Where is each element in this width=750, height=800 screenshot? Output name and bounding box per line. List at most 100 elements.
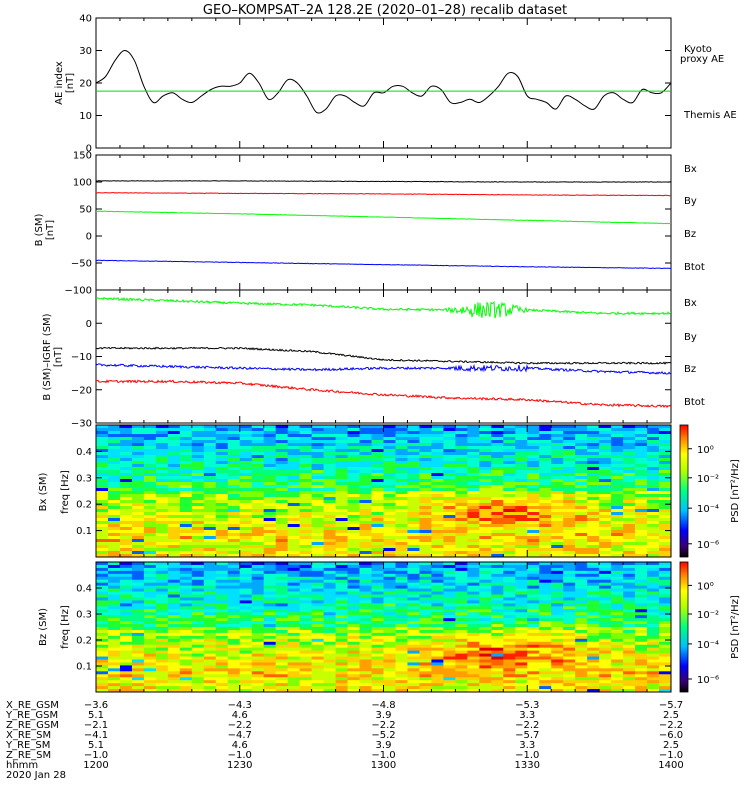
spectrogram-cell — [563, 452, 576, 456]
spectrogram-cell — [467, 485, 480, 489]
spectrogram-cell — [599, 653, 612, 657]
spectrogram-cell — [107, 512, 121, 516]
spectrogram-cell — [587, 500, 600, 504]
spectrogram-cell — [179, 564, 193, 569]
spectrogram-cell — [395, 659, 408, 663]
spectrogram-cell — [647, 591, 660, 595]
spectrogram-cell — [563, 479, 576, 483]
spectrogram-cell — [503, 494, 516, 498]
spectrogram-cell — [575, 603, 588, 607]
spectrogram-cell — [359, 641, 372, 646]
spectrogram-cell — [635, 458, 648, 462]
spectrogram-cell — [359, 443, 372, 447]
spectrogram-cell — [659, 683, 672, 687]
spectrogram-cell — [503, 521, 516, 525]
spectrogram-cell — [587, 668, 600, 672]
spectrogram-cell — [575, 635, 588, 640]
spectrogram-cell — [239, 461, 253, 465]
spectrogram-cell — [479, 524, 492, 528]
spectrogram-cell — [515, 638, 528, 643]
y-tick-label: 40 — [79, 14, 92, 25]
spectrogram-cell — [407, 662, 420, 666]
spectrogram-cell — [263, 644, 277, 649]
spectrogram-cell — [311, 443, 325, 447]
spectrogram-cell — [479, 603, 492, 607]
spectrogram-cell — [263, 656, 277, 660]
spectrogram-cell — [359, 515, 372, 519]
spectrogram-cell — [575, 467, 588, 471]
spectrogram-cell — [251, 533, 265, 537]
spectrogram-cell — [455, 551, 468, 555]
spectrogram-cell — [299, 594, 313, 598]
spectrogram-cell — [179, 629, 193, 634]
spectrogram-cell — [96, 629, 109, 634]
spectrogram-cell — [539, 641, 552, 646]
y-tick-label: 30 — [79, 46, 92, 57]
spectrogram-cell — [215, 440, 229, 444]
spectrogram-cell — [515, 437, 528, 441]
spectrogram-cell — [251, 431, 265, 435]
spectrogram-cell — [359, 536, 372, 540]
spectrogram-cell — [611, 458, 624, 462]
spectrogram-cell — [479, 515, 492, 519]
spectrogram-cell — [119, 629, 133, 634]
spectrogram-cell — [575, 650, 588, 654]
spectrogram-cell — [455, 521, 468, 525]
spectrogram-cell — [395, 542, 408, 546]
spectrogram-cell — [239, 668, 253, 672]
spectrogram-cell — [587, 597, 600, 601]
spectrogram-cell — [395, 582, 408, 587]
spectrogram-cell — [119, 612, 133, 616]
spectrogram-cell — [359, 503, 372, 507]
spectrogram-cell — [503, 536, 516, 540]
spectrogram-cell — [611, 618, 624, 622]
spectrogram-cell — [479, 449, 492, 453]
spectrogram-cell — [503, 585, 516, 589]
spectrogram-cell — [119, 506, 133, 510]
spectrogram-cell — [515, 503, 528, 507]
spectrogram-cell — [395, 464, 408, 468]
spectrogram-cell — [311, 635, 325, 640]
spectrogram-cell — [275, 509, 289, 513]
spectrogram-cell — [191, 497, 205, 501]
spectrogram-cell — [287, 464, 301, 468]
spectrogram-cell — [96, 674, 109, 678]
spectrogram-cell — [659, 431, 672, 435]
spectrogram-cell — [587, 624, 600, 628]
spectrogram-cell — [155, 632, 169, 637]
spectrogram-cell — [191, 680, 205, 684]
spectrogram-cell — [407, 570, 420, 575]
spectrogram-cell — [431, 653, 444, 657]
spectrogram-cell — [599, 455, 612, 459]
spectrogram-cell — [263, 621, 277, 625]
spectrogram-cell — [119, 579, 133, 584]
spectrogram-cell — [407, 512, 420, 516]
spectrogram-cell — [527, 656, 540, 660]
spectrogram-cell — [311, 464, 325, 468]
spectrogram-cell — [599, 674, 612, 678]
spectrogram-cell — [659, 653, 672, 657]
spectrogram-cell — [647, 615, 660, 619]
spectrogram-cell — [419, 494, 432, 498]
spectrogram-cell — [347, 503, 360, 507]
spectrogram-cell — [563, 564, 576, 569]
spectrogram-cell — [155, 615, 169, 619]
spectrogram-cell — [263, 470, 277, 474]
spectrogram-cell — [96, 482, 109, 486]
spectrogram-cell — [611, 536, 624, 540]
spectrogram-cell — [287, 647, 301, 652]
y-tick-label: 0.3 — [76, 473, 92, 484]
spectrogram-cell — [311, 500, 325, 504]
spectrogram-cell — [155, 680, 169, 684]
spectrogram-cell — [443, 452, 456, 456]
spectrogram-cell — [191, 527, 205, 531]
spectrogram-cell — [635, 518, 648, 522]
spectrogram-cell — [491, 579, 504, 584]
spectrogram-cell — [275, 615, 289, 619]
spectrogram-cell — [515, 479, 528, 483]
spectrogram-cell — [371, 542, 384, 546]
spectrogram-cell — [191, 576, 205, 581]
spectrogram-cell — [395, 488, 408, 492]
spectrogram-cell — [275, 564, 289, 569]
spectrogram-cell — [503, 461, 516, 465]
